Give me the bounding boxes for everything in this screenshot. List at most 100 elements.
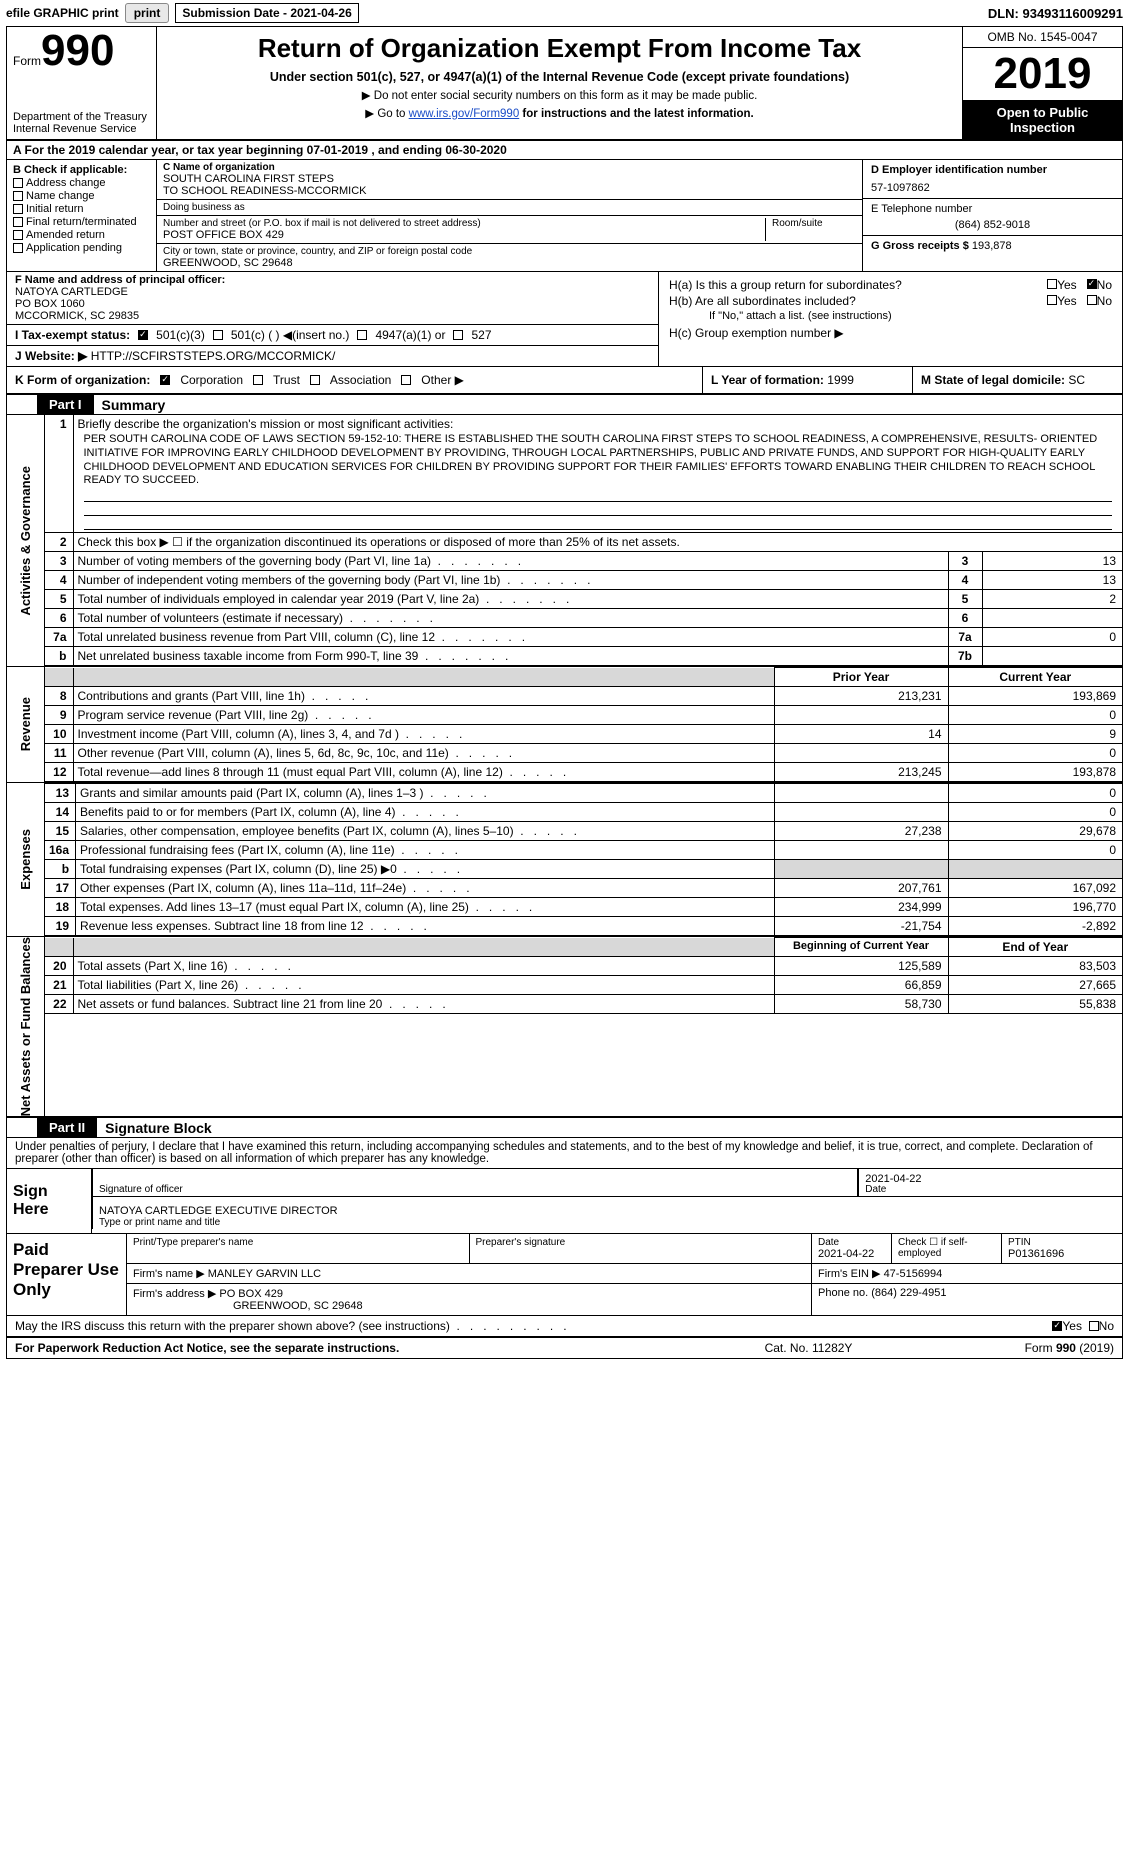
line-14-desc: Benefits paid to or for members (Part IX…	[76, 803, 774, 822]
e-label: E Telephone number	[871, 203, 1114, 215]
line-7a-desc: Total unrelated business revenue from Pa…	[73, 628, 948, 647]
line-6-val	[982, 609, 1122, 628]
form990-link[interactable]: www.irs.gov/Form990	[409, 108, 520, 120]
g-label: G Gross receipts $	[871, 240, 969, 252]
line-13-desc: Grants and similar amounts paid (Part IX…	[76, 784, 774, 803]
c-name-label: C Name of organization	[163, 162, 275, 173]
chk-final-return[interactable]	[13, 217, 23, 227]
subtitle: Under section 501(c), 527, or 4947(a)(1)…	[167, 70, 952, 84]
chk-501c3[interactable]	[138, 330, 148, 340]
line-18-current: 196,770	[948, 898, 1122, 917]
line-20-num: 20	[45, 957, 73, 976]
chk-application-pending[interactable]	[13, 243, 23, 253]
i-opt-0: 501(c)(3)	[156, 328, 205, 342]
ptin-label: PTIN	[1008, 1237, 1116, 1248]
firm-name: MANLEY GARVIN LLC	[208, 1268, 321, 1280]
line-5-key: 5	[948, 590, 982, 609]
chk-association[interactable]	[310, 375, 320, 385]
col-eoy: End of Year	[948, 938, 1122, 957]
line-20-prior: 125,589	[774, 957, 948, 976]
discuss-yes: Yes	[1062, 1319, 1082, 1333]
line-7a-num: 7a	[45, 628, 73, 647]
mission-text: PER SOUTH CAROLINA CODE OF LAWS SECTION …	[78, 431, 1119, 488]
chk-corporation[interactable]	[160, 375, 170, 385]
chk-hb-yes[interactable]	[1047, 295, 1057, 305]
b-item-5: Application pending	[26, 242, 122, 254]
phone-value: (864) 852-9018	[871, 219, 1114, 231]
l-label: L Year of formation:	[711, 373, 824, 387]
firm-phone: (864) 229-4951	[871, 1287, 946, 1299]
main-title: Return of Organization Exempt From Incom…	[167, 33, 952, 64]
line-2-num: 2	[45, 533, 73, 552]
line-b-current	[948, 860, 1122, 879]
line-10-current: 9	[948, 725, 1122, 744]
i-opt-3: 527	[471, 328, 491, 342]
efile-label: efile GRAPHIC print	[6, 6, 119, 20]
officer-line2: PO BOX 1060	[15, 298, 650, 310]
line-1-num: 1	[45, 415, 73, 533]
line-20-desc: Total assets (Part X, line 16) . . . . .	[73, 957, 774, 976]
chk-trust[interactable]	[253, 375, 263, 385]
line-19-desc: Revenue less expenses. Subtract line 18 …	[76, 917, 774, 936]
chk-initial-return[interactable]	[13, 204, 23, 214]
line-16a-prior	[774, 841, 948, 860]
print-button[interactable]: print	[125, 3, 170, 23]
chk-address-change[interactable]	[13, 178, 23, 188]
chk-hb-no[interactable]	[1087, 295, 1097, 305]
chk-4947[interactable]	[357, 330, 367, 340]
line-13-prior	[774, 784, 948, 803]
line-17-desc: Other expenses (Part IX, column (A), lin…	[76, 879, 774, 898]
line-12-current: 193,878	[948, 763, 1122, 782]
footer-cat: Cat. No. 11282Y	[765, 1341, 1025, 1355]
b-item-4: Amended return	[26, 229, 105, 241]
chk-discuss-yes[interactable]	[1052, 1321, 1062, 1331]
footer-right: Form 990 (2019)	[1025, 1341, 1114, 1355]
row-a-tax-year: A For the 2019 calendar year, or tax yea…	[7, 141, 1122, 160]
line-19-num: 19	[45, 917, 76, 936]
dln: DLN: 93493116009291	[988, 6, 1123, 21]
city-value: GREENWOOD, SC 29648	[163, 257, 856, 269]
chk-other[interactable]	[401, 375, 411, 385]
name-title-label: Type or print name and title	[99, 1217, 220, 1228]
i-opt-1: 501(c) ( ) ◀(insert no.)	[231, 328, 350, 342]
hb-no: No	[1097, 294, 1112, 308]
chk-discuss-no[interactable]	[1089, 1321, 1099, 1331]
line-b-desc: Net unrelated business taxable income fr…	[73, 647, 948, 666]
line-3-desc: Number of voting members of the governin…	[73, 552, 948, 571]
ein-value: 57-1097862	[871, 182, 1114, 194]
k-opt-2: Association	[330, 373, 391, 387]
line-21-desc: Total liabilities (Part X, line 26) . . …	[73, 976, 774, 995]
paid-preparer-label: Paid Preparer Use Only	[7, 1234, 127, 1315]
line-6-desc: Total number of volunteers (estimate if …	[73, 609, 948, 628]
line-2-text: Check this box ▶ ☐ if the organization d…	[73, 533, 1122, 552]
line-9-num: 9	[45, 706, 73, 725]
b-label: B Check if applicable:	[13, 164, 150, 176]
line-8-desc: Contributions and grants (Part VIII, lin…	[73, 687, 774, 706]
part-ii-header: Part II	[37, 1118, 97, 1137]
i-opt-2: 4947(a)(1) or	[375, 328, 445, 342]
line-10-num: 10	[45, 725, 73, 744]
ha-no: No	[1097, 278, 1112, 292]
open-to-public: Open to Public Inspection	[963, 101, 1122, 139]
chk-501c[interactable]	[213, 330, 223, 340]
side-revenue: Revenue	[7, 667, 45, 782]
chk-527[interactable]	[453, 330, 463, 340]
prep-sig-label: Preparer's signature	[476, 1237, 806, 1248]
firm-ein: 47-5156994	[884, 1268, 943, 1280]
chk-ha-no[interactable]	[1087, 279, 1097, 289]
line-13-current: 0	[948, 784, 1122, 803]
b-item-1: Name change	[26, 190, 95, 202]
chk-ha-yes[interactable]	[1047, 279, 1057, 289]
line-22-prior: 58,730	[774, 995, 948, 1014]
line-16a-num: 16a	[45, 841, 76, 860]
chk-amended-return[interactable]	[13, 230, 23, 240]
line-15-num: 15	[45, 822, 76, 841]
line-9-desc: Program service revenue (Part VIII, line…	[73, 706, 774, 725]
hc-label: H(c) Group exemption number ▶	[669, 326, 844, 340]
sig-officer-label: Signature of officer	[99, 1184, 183, 1195]
chk-name-change[interactable]	[13, 191, 23, 201]
sig-date-label: Date	[865, 1184, 886, 1195]
b-item-2: Initial return	[26, 203, 83, 215]
line-16a-desc: Professional fundraising fees (Part IX, …	[76, 841, 774, 860]
line-18-num: 18	[45, 898, 76, 917]
